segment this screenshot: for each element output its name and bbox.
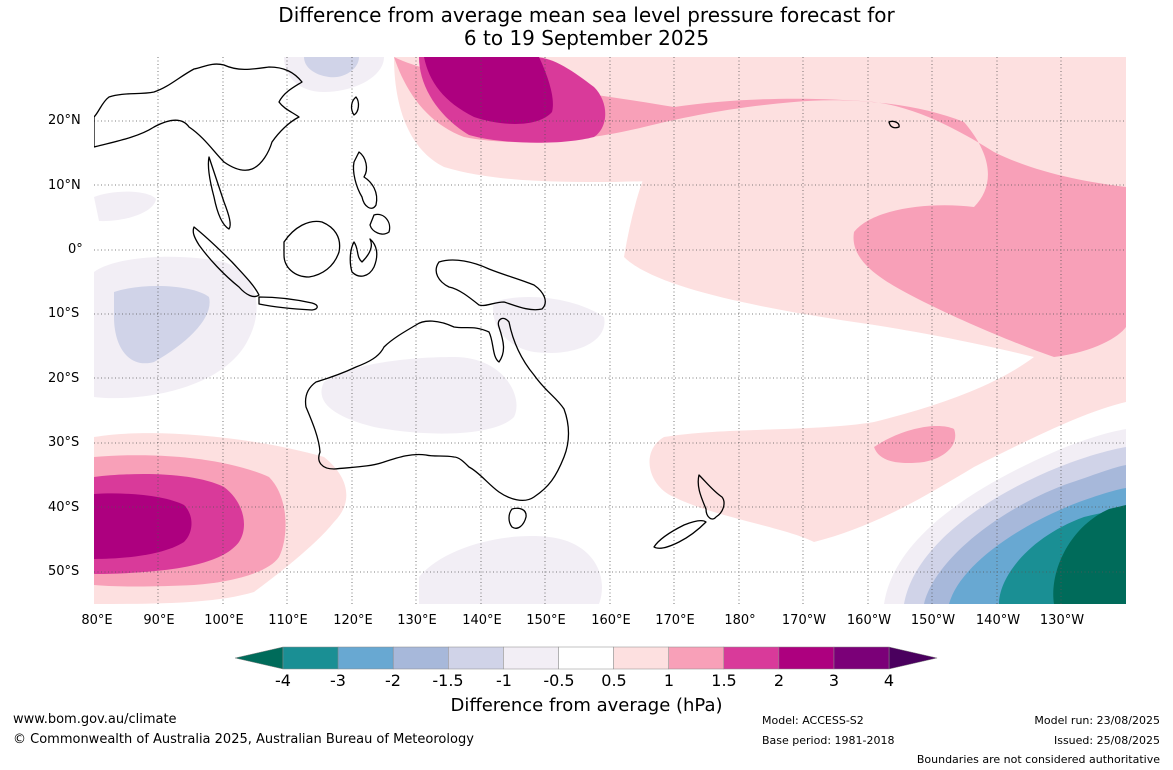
lat-label-20s: 20°S — [48, 371, 80, 386]
lon-label-160w: 160°W — [846, 613, 892, 628]
lon-label-100e: 100°E — [204, 613, 244, 628]
colorbar-segment — [778, 646, 835, 670]
malay-peninsula — [207, 156, 231, 230]
colorbar-segment — [337, 646, 394, 670]
title-line-1: Difference from average mean sea level p… — [278, 3, 895, 27]
colorbar-tick: 0.5 — [601, 671, 627, 690]
lon-label-140e: 140°E — [462, 613, 502, 628]
colorbar-tick: -4 — [275, 671, 291, 690]
colorbar-extend-high — [888, 646, 938, 670]
colorbar-segment — [448, 646, 504, 670]
model-run-text: Model run: 23/08/2025 — [1034, 714, 1160, 727]
lon-label-160e: 160°E — [591, 613, 631, 628]
colorbar-tick: 3 — [828, 671, 840, 690]
new-zealand-south — [653, 519, 707, 549]
new-zealand-north — [697, 474, 725, 520]
colorbar-tick: -0.5 — [543, 671, 575, 690]
disclaimer-text: Boundaries are not considered authoritat… — [916, 753, 1160, 766]
colorbar-segment — [392, 646, 449, 670]
map-title: Difference from average mean sea level p… — [0, 4, 1173, 50]
title-line-2: 6 to 19 September 2025 — [463, 26, 710, 50]
lon-label-80e: 80°E — [81, 613, 113, 628]
lon-label-120e: 120°E — [333, 613, 373, 628]
borneo — [283, 220, 341, 278]
lon-label-130w: 130°W — [1039, 613, 1085, 628]
philippines — [352, 151, 378, 209]
mindanao — [369, 213, 391, 235]
southeast-low-anomaly — [884, 429, 1126, 604]
lon-label-180: 180° — [724, 613, 756, 628]
hawaii — [888, 120, 900, 129]
lat-label-30s: 30°S — [48, 435, 80, 450]
website-link[interactable]: www.bom.gov.au/climate — [13, 712, 177, 727]
colorbar-segment — [723, 646, 780, 670]
lat-label-20n: 20°N — [48, 113, 81, 128]
lon-label-130e: 130°E — [397, 613, 437, 628]
colorbar-tick: 1.5 — [711, 671, 737, 690]
base-period-text: Base period: 1981-2018 — [762, 734, 895, 747]
australia-outline — [304, 317, 570, 501]
colorbar-segment — [558, 646, 614, 670]
lat-label-50s: 50°S — [48, 564, 80, 579]
taiwan — [350, 96, 360, 116]
colorbar-tick: -3 — [330, 671, 346, 690]
graticule — [94, 57, 1126, 604]
lon-label-110e: 110°E — [268, 613, 308, 628]
sulawesi — [349, 238, 378, 277]
pressure-anomaly-map — [94, 57, 1126, 604]
lon-label-170e: 170°E — [655, 613, 695, 628]
lon-label-140w: 140°W — [975, 613, 1021, 628]
lon-label-170w: 170°W — [781, 613, 827, 628]
colorbar-tick: 2 — [773, 671, 785, 690]
lat-label-10s: 10°S — [48, 306, 80, 321]
java — [258, 296, 318, 311]
colorbar-segment — [613, 646, 669, 670]
lon-label-150e: 150°E — [526, 613, 566, 628]
sumatra — [192, 226, 260, 298]
colorbar-extend-low — [234, 646, 284, 670]
model-text: Model: ACCESS-S2 — [762, 714, 864, 727]
colorbar-segment — [503, 646, 559, 670]
coastlines — [94, 63, 900, 549]
colorbar — [234, 646, 938, 670]
issued-text: Issued: 25/08/2025 — [1053, 734, 1160, 747]
colorbar-segment — [668, 646, 725, 670]
colorbar-tick: -1 — [496, 671, 512, 690]
colorbar-segment — [282, 646, 339, 670]
lat-label-40s: 40°S — [48, 500, 80, 515]
mainland-southeast-asia — [94, 63, 303, 171]
colorbar-segment — [833, 646, 890, 670]
lon-label-90e: 90°E — [143, 613, 175, 628]
lat-label-10n: 10°N — [48, 178, 81, 193]
colorbar-tick: -1.5 — [432, 671, 464, 690]
copyright-text: © Commonwealth of Australia 2025, Austra… — [13, 732, 474, 747]
colorbar-tick: -2 — [385, 671, 401, 690]
new-guinea — [435, 259, 546, 311]
colorbar-tick: 4 — [883, 671, 895, 690]
lon-label-150w: 150°W — [910, 613, 956, 628]
colorbar-label: Difference from average (hPa) — [450, 695, 723, 716]
lat-label-0: 0° — [68, 242, 83, 257]
tasmania — [508, 507, 527, 529]
colorbar-tick: 1 — [663, 671, 675, 690]
